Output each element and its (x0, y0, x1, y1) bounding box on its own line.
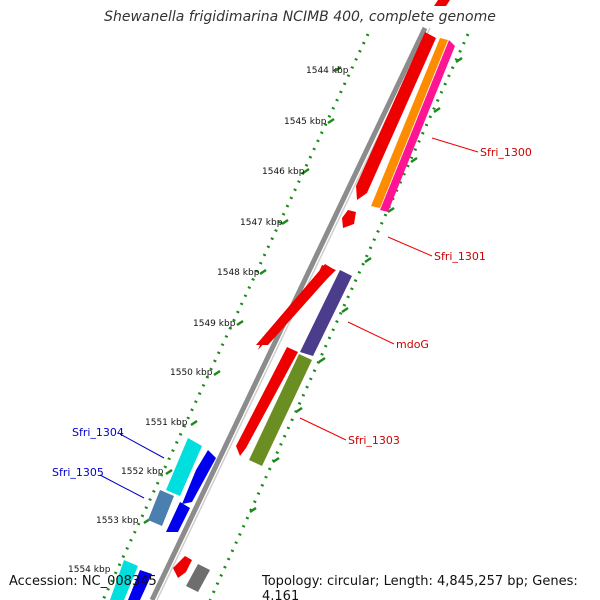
tick-label: 1546 kbp (262, 167, 305, 177)
tick-mark (236, 319, 244, 327)
inner-ticks (249, 56, 463, 514)
gene-cyan-bottom[interactable] (110, 560, 138, 600)
gene-gray[interactable] (186, 564, 210, 592)
gene-label-sfri-1305[interactable]: Sfri_1305 (52, 466, 104, 479)
leader-line (431, 137, 479, 153)
tick-label: 1545 kbp (284, 117, 327, 127)
tick-mark (249, 506, 257, 514)
tick-mark (334, 65, 342, 73)
tick-mark (165, 468, 173, 476)
leader-line (299, 417, 347, 441)
leader-line (99, 474, 145, 499)
tick-mark (272, 456, 280, 464)
gene-sfri-1300-orange[interactable] (371, 38, 448, 208)
tick-label: 1550 kbp (170, 368, 213, 378)
tick-mark (318, 356, 326, 364)
tick-mark (433, 106, 441, 114)
cds-arrow[interactable] (173, 556, 192, 578)
leader-line (387, 236, 433, 257)
gene-label-sfri-1301[interactable]: Sfri_1301 (434, 250, 486, 263)
gene-sfri-1304[interactable] (166, 438, 202, 496)
gene-label-sfri-1303[interactable]: Sfri_1303 (348, 434, 400, 447)
gene-sfri-1300-pink[interactable] (380, 40, 455, 212)
tick-mark (341, 306, 349, 314)
tick-mark (410, 156, 418, 164)
tick-label: 1552 kbp (121, 467, 164, 477)
tick-label: 1549 kbp (193, 319, 236, 329)
gene-sfri-1305[interactable] (148, 490, 174, 526)
cds-arrow[interactable] (434, 0, 450, 6)
tick-label: 1551 kbp (145, 418, 188, 428)
tick-mark (302, 167, 310, 175)
gene-label-sfri-1304[interactable]: Sfri_1304 (72, 426, 124, 439)
gene-sfri-1303[interactable] (249, 354, 312, 466)
tick-mark (455, 56, 463, 64)
gene-blue-bottom[interactable] (128, 570, 152, 600)
map-title: Shewanella frigidimarina NCIMB 400, comp… (104, 9, 496, 25)
accession-text: Accession: NC_008345 (9, 574, 157, 589)
tick-label: 1544 kbp (306, 66, 349, 76)
tick-label: 1547 kbp (240, 218, 283, 228)
tick-mark (259, 268, 267, 276)
inner-dotted-guide (208, 33, 470, 600)
tick-mark (281, 218, 289, 226)
tick-label: 1554 kbp (68, 565, 111, 575)
leader-line (119, 433, 165, 459)
tick-label: 1548 kbp (217, 268, 260, 278)
cds-arrow[interactable] (342, 210, 356, 228)
cds-arrow[interactable] (236, 347, 298, 456)
leader-line (347, 321, 395, 345)
cds-arrow[interactable] (256, 264, 335, 345)
gene-mdog[interactable] (300, 270, 352, 356)
topology-text: Topology: circular; Length: 4,845,257 bp… (262, 574, 578, 600)
cds-arrow[interactable] (356, 32, 436, 200)
tick-label: 1553 kbp (96, 516, 139, 526)
gene-label-sfri-1300[interactable]: Sfri_1300 (480, 146, 532, 159)
tick-mark (295, 406, 303, 414)
cds-track (173, 0, 450, 578)
tick-mark (213, 369, 221, 377)
tick-mark (190, 419, 198, 427)
gene-blue-arrow[interactable] (182, 450, 216, 504)
gene-label-mdog[interactable]: mdoG (396, 338, 429, 351)
tick-mark (387, 206, 395, 214)
gene-blue-arrow[interactable] (166, 502, 190, 532)
tick-mark (327, 117, 335, 125)
tick-mark (364, 256, 372, 264)
